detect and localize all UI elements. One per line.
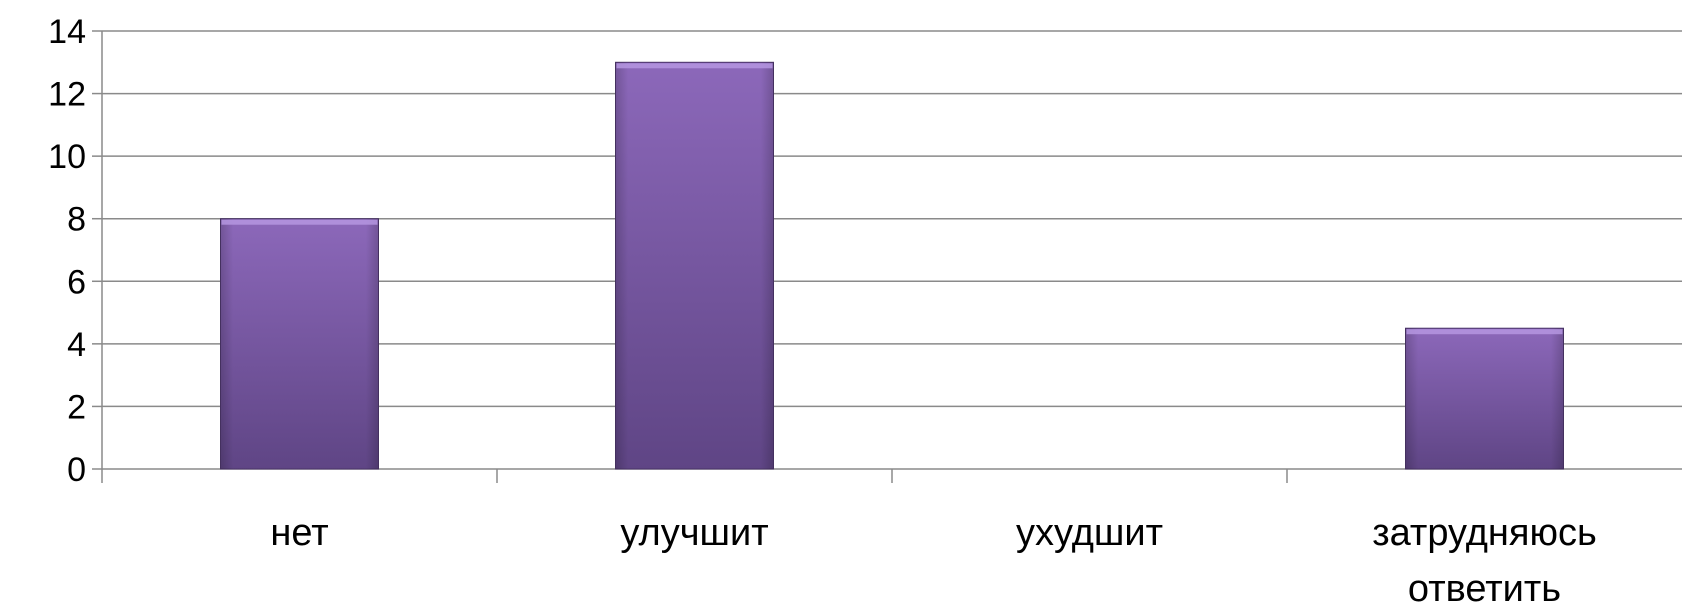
bar-top-highlight — [221, 219, 378, 225]
bar-top-highlight — [1406, 329, 1563, 335]
y-tick-label: 2 — [67, 388, 86, 426]
y-tick-label: 12 — [48, 76, 86, 114]
bar-top-highlight — [616, 63, 773, 69]
bar-shade — [615, 62, 774, 470]
x-category-label-line: ухудшит — [1016, 512, 1163, 554]
bar-group — [1405, 327, 1564, 470]
x-category-label: затрудняюсь ответить — [1372, 512, 1597, 607]
bar-shade — [1405, 328, 1564, 469]
y-tick-label: 10 — [48, 138, 86, 176]
x-category-label: ухудшит — [1016, 512, 1163, 554]
bars — [220, 61, 1564, 470]
x-category-label: нет — [270, 512, 328, 554]
y-tick-label: 6 — [67, 263, 86, 301]
x-category-label-line: улучшит — [620, 512, 768, 554]
y-tick-label: 8 — [67, 201, 86, 239]
y-tick-label: 0 — [67, 451, 86, 489]
bar-shade — [220, 218, 379, 469]
bar-group — [220, 218, 379, 470]
x-category-label-line: затрудняюсь — [1372, 512, 1597, 554]
y-tick-labels: 0 2 4 6 8 10 12 14 — [48, 13, 86, 489]
bar-group — [615, 61, 774, 470]
y-tick-label: 4 — [67, 326, 86, 364]
x-category-label-line: ответить — [1408, 568, 1561, 607]
y-tick-label: 14 — [48, 13, 86, 51]
x-category-label-line: нет — [270, 512, 328, 554]
x-category-label: улучшит — [620, 512, 768, 554]
category-labels: нет улучшит ухудшит затрудняюсь ответить — [270, 512, 1596, 607]
